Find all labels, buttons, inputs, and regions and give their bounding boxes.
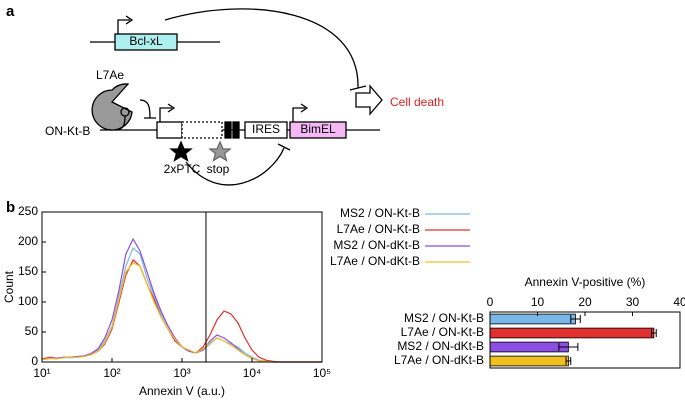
series-line <box>41 246 322 363</box>
protein-label: L7Ae <box>96 68 124 82</box>
error-bar <box>651 329 657 337</box>
x-tick-label: 10³ <box>173 366 190 380</box>
diagram <box>90 8 383 186</box>
y-tick-label: 50 <box>25 324 39 338</box>
y-tick-label: 100 <box>18 294 38 308</box>
panel-label: b <box>6 199 15 216</box>
panel-label: a <box>6 3 15 20</box>
x-tick-label: 30 <box>626 295 640 309</box>
category-label: L7Ae / ON-Kt-B <box>401 325 484 339</box>
x-tick-label: 10² <box>103 366 120 380</box>
promoter <box>117 19 130 34</box>
y-tick-label: 200 <box>18 234 38 248</box>
x-tick-label: 40 <box>673 295 685 309</box>
arrowhead <box>125 15 134 25</box>
bimel-box <box>289 121 347 139</box>
bar <box>489 327 655 339</box>
series-line <box>41 237 322 363</box>
error-bar <box>558 343 579 351</box>
chart-title: Annexin V-positive (%) <box>525 275 646 289</box>
x-tick-label: 0 <box>487 295 494 309</box>
legend-label: L7Ae / ON-Kt-B <box>337 222 420 236</box>
inhibit-l7ae <box>139 99 156 119</box>
series-line <box>41 262 322 363</box>
plot-frame <box>41 211 323 363</box>
y-axis-label: Count <box>2 270 16 303</box>
inhibit-bar <box>277 143 291 151</box>
x-tick-label: 20 <box>578 295 592 309</box>
bcl-box <box>114 33 178 51</box>
orf-dotted <box>181 121 223 139</box>
x-tick-label: 10¹ <box>33 366 50 380</box>
gene-label: BimEL <box>300 122 336 136</box>
category-label: MS2 / ON-dKt-B <box>397 339 484 353</box>
arrow-block <box>355 84 383 116</box>
legend-label: L7Ae / ON-dKt-B <box>330 254 420 268</box>
ires-box <box>244 121 288 139</box>
x-tick-label: 10⁵ <box>313 366 331 380</box>
gene-label: Bcl-xL <box>129 34 163 48</box>
y-tick-label: 150 <box>18 264 38 278</box>
kt-box <box>224 121 232 139</box>
promoter <box>292 103 309 122</box>
construct-label: ON-Kt-B <box>45 124 90 138</box>
kink-loop <box>120 107 130 117</box>
orf-box <box>156 121 183 139</box>
x-axis-label: Annexin V (a.u.) <box>139 384 225 398</box>
kt-box <box>232 121 240 139</box>
category-label: MS2 / ON-Kt-B <box>404 311 484 325</box>
mutation-label: stop <box>207 162 230 176</box>
category-label: L7Ae / ON-dKt-B <box>394 353 484 367</box>
inhibit-curve <box>164 8 359 89</box>
l7ae-shape <box>91 83 133 131</box>
y-tick-label: 0 <box>31 354 38 368</box>
star <box>208 140 232 162</box>
legend-label: MS2 / ON-dKt-B <box>333 238 420 252</box>
legend-label: MS2 / ON-Kt-B <box>340 206 420 220</box>
gene-label: IRES <box>252 122 280 136</box>
inhibit-curve <box>185 147 285 186</box>
y-tick-label: 250 <box>18 204 38 218</box>
bar <box>489 313 576 325</box>
kink <box>114 115 126 131</box>
mutation-label: 2xPTC <box>164 162 201 176</box>
bar <box>489 341 569 353</box>
x-tick-label: 10⁴ <box>243 366 262 380</box>
bar <box>489 355 569 367</box>
outcome-label: Cell death <box>390 95 444 109</box>
error-bar <box>570 315 581 323</box>
x-tick-label: 10 <box>531 295 545 309</box>
star <box>169 140 193 162</box>
promoter <box>159 103 176 122</box>
inhibit-bar <box>349 85 367 91</box>
error-bar <box>565 357 572 365</box>
